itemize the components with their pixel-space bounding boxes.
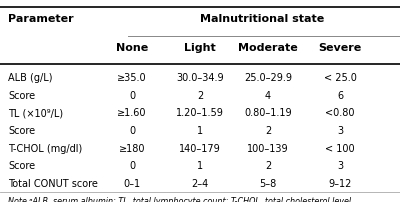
Text: 1: 1 bbox=[197, 161, 203, 170]
Text: 0: 0 bbox=[129, 125, 135, 135]
Text: ≥35.0: ≥35.0 bbox=[117, 73, 147, 83]
Text: None: None bbox=[116, 42, 148, 52]
Text: 9–12: 9–12 bbox=[328, 178, 352, 188]
Text: 0.80–1.19: 0.80–1.19 bbox=[244, 108, 292, 118]
Text: Total CONUT score: Total CONUT score bbox=[8, 178, 98, 188]
Text: <0.80: <0.80 bbox=[325, 108, 355, 118]
Text: Malnutritional state: Malnutritional state bbox=[200, 14, 324, 24]
Text: 1.20–1.59: 1.20–1.59 bbox=[176, 108, 224, 118]
Text: 30.0–34.9: 30.0–34.9 bbox=[176, 73, 224, 83]
Text: ≥1.60: ≥1.60 bbox=[117, 108, 147, 118]
Text: Light: Light bbox=[184, 42, 216, 52]
Text: 0: 0 bbox=[129, 90, 135, 100]
Text: < 100: < 100 bbox=[325, 143, 355, 153]
Text: Score: Score bbox=[8, 125, 35, 135]
Text: 2: 2 bbox=[265, 125, 271, 135]
Text: 3: 3 bbox=[337, 161, 343, 170]
Text: 0–1: 0–1 bbox=[124, 178, 140, 188]
Text: ≥180: ≥180 bbox=[119, 143, 145, 153]
Text: 4: 4 bbox=[265, 90, 271, 100]
Text: 2–4: 2–4 bbox=[191, 178, 209, 188]
Text: T-CHOL (mg/dl): T-CHOL (mg/dl) bbox=[8, 143, 82, 153]
Text: 6: 6 bbox=[337, 90, 343, 100]
Text: 1: 1 bbox=[197, 125, 203, 135]
Text: 25.0–29.9: 25.0–29.9 bbox=[244, 73, 292, 83]
Text: Note ᵃALB, serum albumin; TL, total lymphocyte count; T-CHOL, total cholesterol : Note ᵃALB, serum albumin; TL, total lymp… bbox=[8, 196, 354, 202]
Text: 140–179: 140–179 bbox=[179, 143, 221, 153]
Text: 3: 3 bbox=[337, 125, 343, 135]
Text: Parameter: Parameter bbox=[8, 14, 74, 24]
Text: Moderate: Moderate bbox=[238, 42, 298, 52]
Text: 5–8: 5–8 bbox=[259, 178, 277, 188]
Text: < 25.0: < 25.0 bbox=[324, 73, 356, 83]
Text: Score: Score bbox=[8, 90, 35, 100]
Text: ALB (g/L): ALB (g/L) bbox=[8, 73, 52, 83]
Text: 100–139: 100–139 bbox=[247, 143, 289, 153]
Text: 2: 2 bbox=[265, 161, 271, 170]
Text: TL (×10⁹/L): TL (×10⁹/L) bbox=[8, 108, 63, 118]
Text: Score: Score bbox=[8, 161, 35, 170]
Text: Severe: Severe bbox=[318, 42, 362, 52]
Text: 2: 2 bbox=[197, 90, 203, 100]
Text: 0: 0 bbox=[129, 161, 135, 170]
